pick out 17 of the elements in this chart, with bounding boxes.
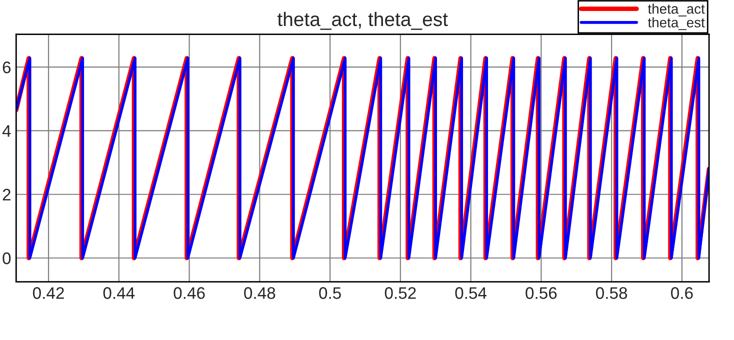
x-tick-label: 0.54: [455, 287, 487, 299]
x-tick-label: 0.58: [596, 287, 628, 299]
chart-title: theta_act, theta_est: [277, 12, 448, 30]
x-tick-label: 0.6: [671, 287, 693, 299]
x-tick-label: 0.5: [319, 287, 341, 299]
x-tick-label: 0.42: [32, 287, 64, 299]
legend-label: theta_act: [648, 4, 705, 16]
y-tick-label: 6: [2, 62, 11, 74]
x-tick-label: 0.56: [526, 287, 557, 299]
y-tick-label: 4: [2, 125, 11, 137]
x-tick-label: 0.44: [103, 287, 135, 299]
y-tick-label: 0: [2, 252, 11, 264]
x-tick-label: 0.48: [244, 287, 276, 299]
y-tick-label: 2: [2, 188, 10, 200]
x-tick-label: 0.52: [384, 287, 416, 299]
x-tick-label: 0.46: [174, 287, 205, 299]
legend-label: theta_est: [648, 17, 705, 30]
